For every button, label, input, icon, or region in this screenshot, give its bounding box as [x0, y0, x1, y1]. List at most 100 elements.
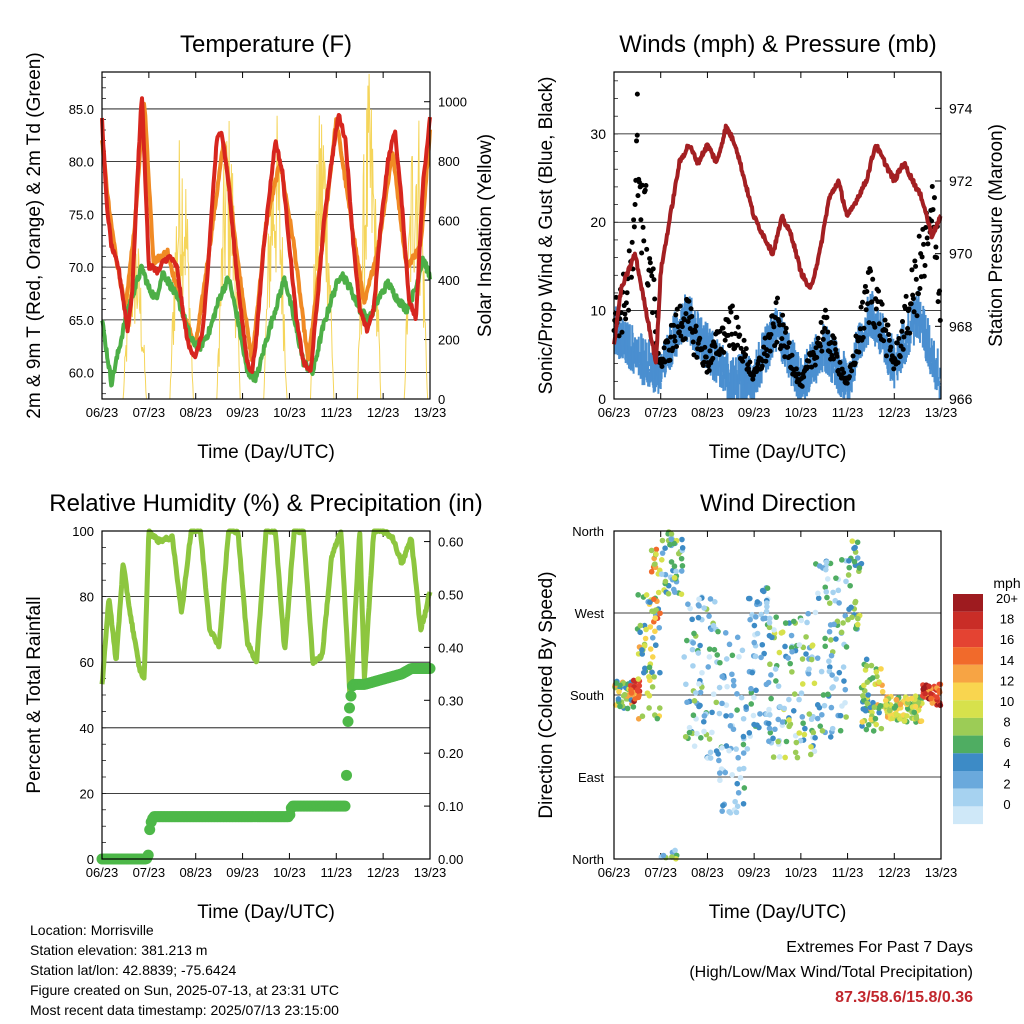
temperature-ylabel-left: 2m & 9m T (Red, Orange) & 2m Td (Green) — [24, 52, 45, 418]
direction-point — [690, 640, 697, 646]
direction-point — [770, 754, 777, 760]
gust-point — [686, 298, 692, 304]
direction-point — [641, 643, 648, 649]
legend-label: 2 — [1003, 776, 1010, 791]
direction-point — [877, 702, 884, 709]
direction-point — [859, 719, 866, 725]
temperature-xtick-label: 13/23 — [414, 405, 447, 420]
gust-point — [911, 309, 917, 315]
direction-point — [812, 609, 819, 616]
gust-point — [741, 337, 747, 343]
direction-point — [874, 673, 880, 680]
gust-point — [697, 335, 703, 341]
gust-point — [888, 344, 894, 350]
direction-point — [719, 700, 725, 707]
direction-point — [729, 772, 735, 778]
humidity-ytick-label-left: 40 — [80, 721, 94, 736]
gust-point — [860, 335, 866, 341]
direction-point — [829, 725, 836, 732]
gust-point — [929, 184, 935, 190]
temperature-ytick-label-left: 65.0 — [69, 313, 94, 328]
gust-point — [737, 332, 743, 338]
gust-point — [822, 325, 828, 331]
direction-point — [799, 656, 806, 662]
gust-point — [825, 329, 831, 335]
direction-point — [865, 692, 871, 698]
winds-title: Winds (mph) & Pressure (mb) — [619, 31, 936, 58]
gust-point — [903, 293, 909, 299]
gust-point — [882, 317, 888, 323]
direction-point — [843, 714, 849, 720]
direction-point — [812, 735, 818, 741]
direction-point — [628, 687, 634, 693]
direction-point — [716, 710, 723, 717]
direction-point — [928, 695, 934, 702]
direction-point — [822, 584, 829, 591]
direction-point — [689, 646, 696, 653]
gust-point — [634, 91, 640, 97]
gust-point — [899, 319, 905, 325]
gust-point — [644, 246, 650, 252]
gust-point — [881, 338, 887, 344]
gust-point — [921, 241, 927, 247]
legend-color-box — [953, 788, 983, 807]
direction-point — [833, 676, 839, 682]
gust-point — [876, 288, 882, 294]
direction-point — [679, 536, 685, 543]
gust-point — [814, 354, 820, 360]
gust-point — [642, 187, 648, 193]
direction-point — [751, 622, 758, 629]
gust-point — [805, 364, 811, 370]
direction-point — [723, 656, 730, 662]
direction-point — [782, 754, 788, 761]
direction-point — [630, 704, 637, 710]
direction-point — [854, 539, 861, 546]
direction-point — [782, 643, 788, 650]
gust-point — [631, 224, 637, 230]
gust-point — [780, 312, 786, 318]
gust-point — [786, 340, 792, 346]
winds-xtick-label: 10/23 — [785, 405, 818, 420]
direction-point — [646, 664, 653, 671]
gust-point — [827, 349, 833, 355]
direction-point — [772, 726, 778, 733]
direction-point — [635, 694, 642, 701]
direction-point — [798, 690, 805, 697]
humidity-title: Relative Humidity (%) & Precipitation (i… — [49, 490, 482, 517]
gust-point — [650, 266, 656, 272]
direction-point — [828, 704, 835, 711]
gust-point — [935, 299, 941, 305]
gust-point — [819, 348, 825, 354]
gust-point — [872, 324, 878, 330]
direction-point — [805, 610, 811, 617]
gust-point — [799, 383, 805, 389]
gust-point — [673, 344, 679, 350]
gust-point — [641, 238, 647, 244]
precipitation-point — [343, 702, 355, 714]
gust-point — [830, 356, 836, 362]
direction-point — [617, 682, 623, 689]
direction-point — [826, 600, 833, 606]
direction-point — [776, 649, 783, 656]
direction-point — [827, 734, 834, 740]
direction-point — [671, 574, 678, 581]
temperature-xtick-label: 10/23 — [273, 405, 306, 420]
direction-point — [748, 701, 755, 707]
gust-point — [822, 307, 828, 313]
direction-point — [886, 707, 893, 714]
direction-point — [901, 718, 908, 724]
direction-point — [714, 652, 721, 658]
gust-point — [870, 276, 876, 282]
gust-point — [750, 376, 756, 382]
gust-point — [809, 364, 815, 370]
direction-point — [782, 620, 789, 626]
direction-point — [777, 703, 783, 710]
legend-color-box — [953, 717, 983, 736]
direction-point — [764, 585, 771, 592]
winds-ylabel-left: Sonic/Prop Wind & Gust (Blue, Black) — [536, 77, 557, 395]
legend-label: 4 — [1003, 756, 1010, 771]
gust-point — [702, 344, 708, 350]
gust-point — [922, 263, 928, 269]
direction-point — [883, 702, 890, 708]
direction-point — [678, 591, 685, 597]
